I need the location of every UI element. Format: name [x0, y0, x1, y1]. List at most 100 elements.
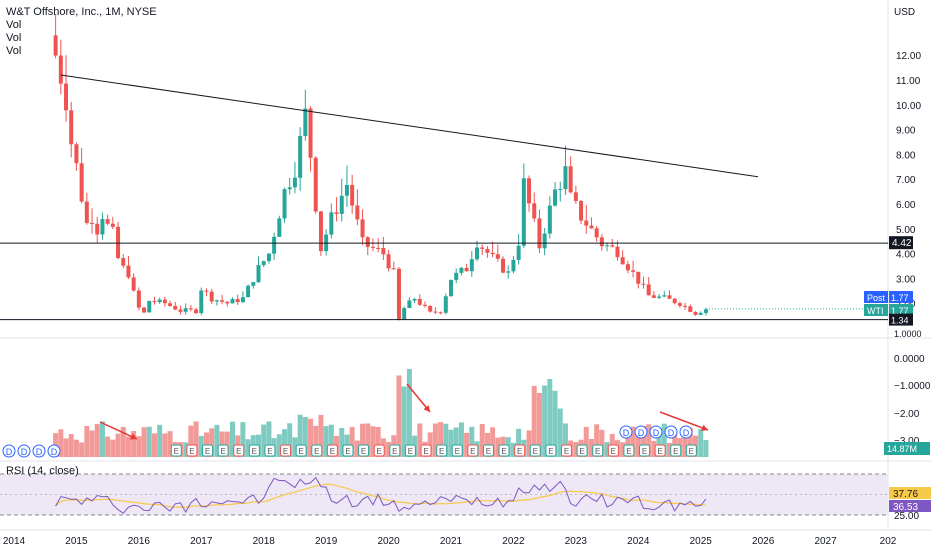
candle-body [376, 247, 381, 249]
candle-body [261, 261, 266, 266]
candle-body [703, 309, 708, 313]
candle-body [558, 189, 563, 191]
volume-bar [562, 423, 568, 457]
candle-body [605, 245, 610, 247]
dividend-marker-icon [619, 425, 633, 439]
earnings-marker-icon [217, 444, 229, 457]
candle-body [277, 218, 282, 237]
candle-body [225, 301, 230, 304]
volume-bar [266, 421, 272, 457]
candle-body [464, 267, 469, 272]
volume-bar [230, 421, 235, 457]
candle-body [287, 187, 292, 190]
earnings-marker-label: E [205, 447, 210, 456]
level-low-badge [889, 313, 913, 326]
post-value: 1.77 [891, 293, 909, 303]
volume-bar [542, 385, 548, 457]
rsi-line [55, 476, 707, 514]
candle-body [667, 295, 672, 299]
volume-bar [58, 429, 64, 457]
time-tick-label: 2023 [565, 536, 588, 547]
volume-bar [604, 442, 610, 457]
volume-bar [94, 423, 100, 457]
earnings-marker-label: E [595, 447, 600, 456]
volume-bar [667, 442, 672, 457]
earnings-marker-icon [295, 444, 307, 457]
dividend-marker-label: D [6, 447, 13, 457]
candle-body [246, 285, 251, 298]
candle-body [698, 312, 703, 315]
candle-body [126, 265, 131, 278]
earnings-marker-icon [639, 444, 651, 457]
volume-bar [438, 422, 444, 457]
earnings-marker-label: E [314, 447, 319, 456]
candle-body [469, 259, 474, 272]
volume-bar [370, 426, 376, 457]
dividend-marker-label: D [21, 447, 28, 457]
earnings-marker-icon [685, 444, 697, 457]
candle-body [599, 237, 604, 247]
candle-body [251, 282, 256, 286]
earnings-marker-label: E [579, 447, 584, 456]
time-tick-label: 2015 [65, 536, 88, 547]
candle-body [266, 253, 271, 262]
volume-bar [573, 441, 579, 457]
volume-bar [640, 426, 646, 457]
volume-bar [151, 433, 157, 457]
volume-bar [287, 423, 293, 457]
candle-body [417, 298, 422, 305]
rsi-title[interactable]: RSI (14, close) [6, 465, 79, 477]
candle-body [688, 306, 693, 312]
earnings-marker-icon [420, 444, 432, 457]
volume-bar [526, 430, 532, 457]
candle-body [136, 290, 141, 308]
candle-body [95, 223, 100, 235]
volume-tick-label: −2.00 [894, 409, 920, 420]
candle-body [298, 135, 303, 178]
candle-body [256, 265, 261, 283]
candle-body [646, 284, 651, 296]
candle-body [121, 258, 126, 266]
dividend-marker-icon [47, 444, 61, 458]
earnings-marker-icon [248, 444, 260, 457]
earnings-marker-label: E [267, 447, 272, 456]
volume-bar [646, 424, 652, 457]
rsi-badge [889, 500, 931, 512]
candle-body [485, 248, 490, 253]
annotation-arrow [99, 421, 138, 440]
candle-body [58, 55, 63, 84]
volume-bar [318, 414, 324, 457]
candle-body [90, 222, 95, 224]
time-tick-label: 2014 [3, 536, 26, 547]
earnings-marker-icon [202, 444, 214, 457]
earnings-marker-label: E [533, 447, 538, 456]
volume-bar [302, 417, 308, 457]
earnings-marker-label: E [501, 447, 506, 456]
candle-body [147, 301, 152, 313]
candle-body [188, 308, 193, 310]
candle-body [64, 83, 69, 111]
time-tick-label: 202 [880, 536, 897, 547]
candle-body [157, 299, 162, 303]
price-tick-label: 11.00 [896, 76, 921, 87]
annotation-arrow [659, 411, 709, 431]
candle-body [100, 219, 105, 235]
earnings-marker-label: E [564, 447, 569, 456]
candle-body [641, 283, 646, 285]
earnings-marker-label: E [174, 447, 179, 456]
symbol-title[interactable]: W&T Offshore, Inc., 1M, NYSE [6, 6, 157, 18]
arrow-head-icon [701, 424, 708, 431]
volume-bar [292, 437, 298, 457]
volume-bar [120, 426, 126, 457]
candle-body [110, 223, 115, 227]
candle-body [334, 212, 339, 214]
earnings-marker-icon [233, 444, 245, 457]
earnings-marker-icon [623, 444, 635, 457]
candle-body [344, 185, 349, 196]
volume-bar [687, 428, 693, 457]
volume-bar [531, 385, 537, 457]
earnings-marker-label: E [189, 447, 194, 456]
volume-bar [432, 423, 438, 457]
candle-body [449, 279, 453, 297]
